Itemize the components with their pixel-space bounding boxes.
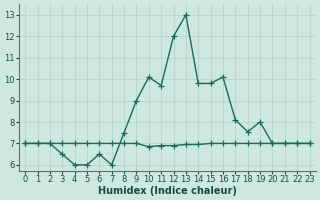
X-axis label: Humidex (Indice chaleur): Humidex (Indice chaleur) <box>98 186 237 196</box>
